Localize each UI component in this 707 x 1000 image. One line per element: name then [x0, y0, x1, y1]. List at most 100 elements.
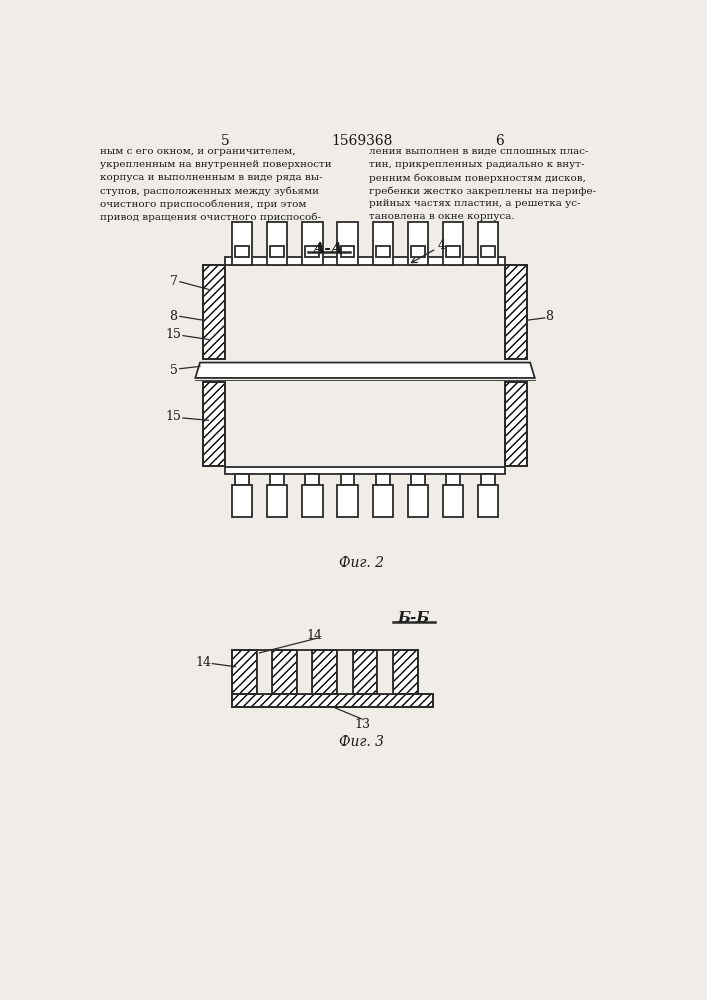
Bar	[373, 222, 392, 265]
Bar	[232, 694, 433, 707]
Bar	[393, 650, 418, 694]
Bar	[267, 222, 288, 265]
Text: 8: 8	[170, 310, 177, 323]
Bar	[506, 265, 527, 359]
Bar	[267, 485, 288, 517]
Text: тановлена в окне корпуса.: тановлена в окне корпуса.	[369, 212, 515, 221]
Bar	[341, 474, 354, 485]
Bar	[303, 222, 322, 265]
Text: 4: 4	[437, 239, 445, 252]
Bar	[393, 650, 418, 694]
Bar	[378, 650, 393, 694]
Bar	[407, 222, 428, 265]
Text: рийных частях пластин, а решетка ус-: рийных частях пластин, а решетка ус-	[369, 199, 580, 208]
Bar	[341, 246, 354, 257]
Text: 5: 5	[170, 364, 177, 377]
Text: гребенки жестко закреплены на перифе-: гребенки жестко закреплены на перифе-	[369, 186, 596, 196]
Text: А-А: А-А	[313, 242, 344, 256]
Bar	[411, 246, 425, 257]
Text: 15: 15	[165, 328, 182, 341]
Bar	[203, 382, 225, 466]
Bar	[411, 474, 425, 485]
Bar	[445, 474, 460, 485]
Text: 15: 15	[165, 410, 182, 423]
Bar	[257, 650, 272, 694]
Bar	[232, 694, 433, 707]
Text: ступов, расположенных между зубьями: ступов, расположенных между зубьями	[100, 186, 319, 196]
Bar	[305, 246, 320, 257]
Text: 7: 7	[170, 275, 177, 288]
Text: 14: 14	[195, 656, 211, 669]
Bar	[478, 485, 498, 517]
Bar	[272, 650, 297, 694]
Bar	[297, 650, 312, 694]
Bar	[232, 650, 257, 694]
Bar	[393, 650, 418, 694]
Text: Фиг. 3: Фиг. 3	[339, 735, 385, 749]
Bar	[257, 650, 272, 694]
Bar	[270, 246, 284, 257]
Bar	[373, 485, 392, 517]
Bar	[481, 246, 495, 257]
Text: укрепленным на внутренней поверхности: укрепленным на внутренней поверхности	[100, 160, 332, 169]
Bar	[337, 485, 358, 517]
Bar	[353, 650, 378, 694]
Bar	[337, 650, 353, 694]
Bar	[506, 382, 527, 466]
Bar	[225, 466, 506, 474]
Bar	[203, 382, 225, 466]
Text: 6: 6	[495, 134, 503, 148]
Bar	[506, 382, 527, 466]
Bar	[353, 650, 378, 694]
Bar	[225, 257, 506, 265]
Text: очистного приспособления, при этом: очистного приспособления, при этом	[100, 199, 307, 209]
Text: Фиг. 2: Фиг. 2	[339, 556, 385, 570]
Bar	[272, 650, 297, 694]
Bar	[272, 650, 297, 694]
Bar	[203, 265, 225, 359]
Bar	[378, 650, 393, 694]
Bar	[481, 474, 495, 485]
Bar	[232, 222, 252, 265]
Bar	[203, 265, 225, 359]
Text: ления выполнен в виде сплошных плас-: ления выполнен в виде сплошных плас-	[369, 147, 588, 156]
Bar	[443, 222, 463, 265]
Text: 13: 13	[354, 718, 370, 731]
Bar	[235, 246, 250, 257]
Bar	[312, 650, 337, 694]
Bar	[312, 650, 337, 694]
Polygon shape	[195, 363, 534, 378]
Text: ным с его окном, и ограничителем,: ным с его окном, и ограничителем,	[100, 147, 296, 156]
Bar	[506, 265, 527, 359]
Bar	[297, 650, 312, 694]
Text: 8: 8	[546, 310, 554, 323]
Bar	[506, 382, 527, 466]
Bar	[232, 650, 257, 694]
Bar	[337, 222, 358, 265]
Bar	[203, 382, 225, 466]
Bar	[232, 485, 252, 517]
Bar	[232, 694, 433, 707]
Text: Б-Б: Б-Б	[398, 611, 430, 625]
Bar	[478, 222, 498, 265]
Bar	[337, 650, 353, 694]
Text: ренним боковым поверхностям дисков,: ренним боковым поверхностям дисков,	[369, 173, 586, 183]
Bar	[375, 246, 390, 257]
Bar	[375, 474, 390, 485]
Bar	[270, 474, 284, 485]
Text: корпуса и выполненным в виде ряда вы-: корпуса и выполненным в виде ряда вы-	[100, 173, 322, 182]
Bar	[443, 485, 463, 517]
Bar	[303, 485, 322, 517]
Bar	[232, 650, 257, 694]
Bar	[305, 474, 320, 485]
Text: 5: 5	[221, 134, 230, 148]
Bar	[445, 246, 460, 257]
Bar	[235, 474, 250, 485]
Bar	[203, 265, 225, 359]
Text: привод вращения очистного приспособ-: привод вращения очистного приспособ-	[100, 212, 321, 222]
Bar	[506, 265, 527, 359]
Text: тин, прикрепленных радиально к внут-: тин, прикрепленных радиально к внут-	[369, 160, 585, 169]
Bar	[312, 650, 337, 694]
Text: 14: 14	[307, 629, 322, 642]
Text: 1569368: 1569368	[332, 134, 392, 148]
